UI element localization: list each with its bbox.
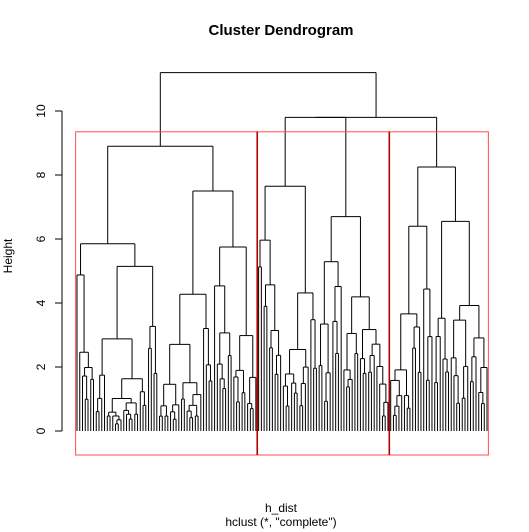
chart-title: Cluster Dendrogram [208,22,353,39]
x-axis-label: h_dist [265,501,298,515]
cluster-rect-2 [256,131,390,456]
y-tick-label: 8 [34,171,48,178]
y-tick-label: 2 [34,363,48,370]
y-tick-label: 4 [34,299,48,306]
y-tick-label: 0 [34,427,48,434]
cluster-rectangles [75,131,489,456]
y-tick-label: 6 [34,235,48,242]
y-tick-label: 10 [34,104,48,118]
dendrogram-tree [76,72,488,431]
hclust-method-label: hclust (*, "complete") [225,515,336,529]
y-axis: 0 2 4 6 8 10 [34,104,63,434]
y-axis-label: Height [1,238,15,273]
